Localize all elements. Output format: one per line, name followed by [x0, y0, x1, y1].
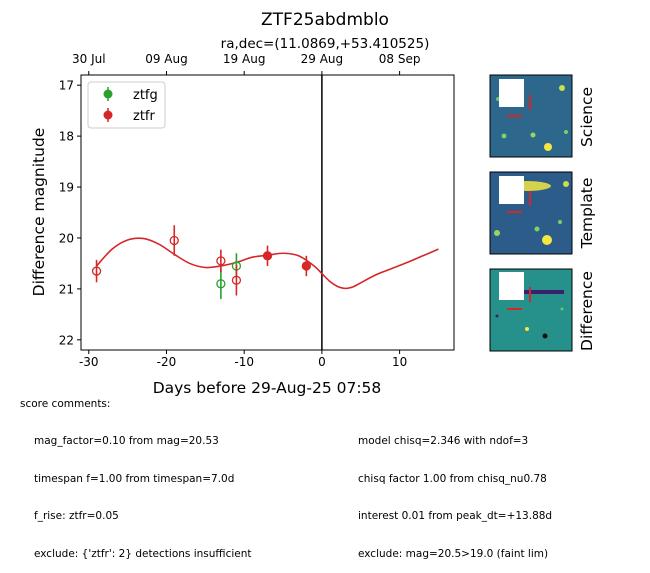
plot-area	[80, 74, 455, 351]
legend: ztfg ztfr	[87, 81, 166, 129]
x-tick-label: 10	[392, 355, 407, 369]
x-axis-label: Days before 29-Aug-25 07:58	[153, 379, 382, 397]
score-comment-line: exclude: mag=20.5>19.0 (faint lim)	[358, 547, 549, 560]
score-comment-line: mag_factor=0.10 from mag=20.53	[34, 435, 219, 447]
chart-title: ZTF25abdmblo	[261, 10, 389, 30]
cutout-label-science: Science	[578, 87, 596, 147]
score-comments-header: score comments:	[20, 398, 111, 410]
legend-entry-ztfr: ztfr	[103, 108, 155, 124]
x-tick-label: -30	[79, 355, 99, 369]
legend-marker-ztfg	[103, 89, 113, 99]
data-point-ztfg	[216, 279, 226, 289]
score-comment-line: chisq factor 1.00 from chisq_nu0.78	[358, 472, 547, 485]
data-point-ztfr	[301, 261, 312, 271]
y-tick-label: 22	[59, 333, 74, 347]
x-tick-label: -10	[234, 355, 254, 369]
cutout-difference-image	[490, 269, 572, 351]
x-tick-label: 0	[318, 355, 326, 369]
top-tick-label: 29 Aug	[301, 52, 344, 66]
top-tick-label: 30 Jul	[72, 52, 106, 66]
data-point-ztfr	[91, 266, 102, 276]
data-point-ztfr	[216, 256, 226, 266]
y-tick-label: 20	[59, 231, 74, 245]
axis-ticks: -30 -20 -10 0 10 30 Jul 09 Aug 19 Aug 29 Aug 08 S…	[59, 52, 421, 369]
data-points-layer	[91, 225, 312, 300]
score-comment-line: f_rise: ztfr=0.05	[34, 510, 119, 522]
y-tick-label: 21	[59, 282, 74, 296]
score-comment-line: exclude: {'ztfr': 2} detections insuffic…	[34, 547, 252, 560]
legend-marker-ztfr	[103, 110, 113, 120]
model-curve-layer	[95, 237, 439, 290]
cutout-science-image	[490, 75, 572, 157]
y-axis-label: Difference magnitude	[30, 128, 48, 297]
data-point-ztfr	[231, 275, 242, 285]
y-tick-label: 19	[59, 181, 74, 195]
legend-label-ztfg: ztfg	[133, 88, 158, 103]
score-comments-left: mag_factor=0.10 from mag=20.53 timespan …	[34, 410, 252, 573]
cutout-label-template: Template	[578, 178, 596, 250]
y-tick-label: 18	[59, 130, 74, 144]
cutout-template-image	[490, 172, 572, 254]
score-comment-line: interest 0.01 from peak_dt=+13.88d	[358, 510, 553, 522]
score-comments-right: model chisq=2.346 with ndof=3 chisq fact…	[358, 410, 552, 573]
top-tick-label: 19 Aug	[223, 52, 266, 66]
score-comment-line: model chisq=2.346 with ndof=3	[358, 435, 529, 447]
chart-subtitle: ra,dec=(11.0869,+53.410525)	[221, 36, 430, 52]
model-curve	[95, 237, 439, 290]
x-tick-label: -20	[157, 355, 177, 369]
legend-label-ztfr: ztfr	[133, 109, 155, 124]
top-tick-label: 08 Sep	[379, 52, 421, 66]
cutout-label-difference: Difference	[578, 271, 596, 351]
data-point-ztfr	[169, 235, 179, 246]
score-comment-line: timespan f=1.00 from timespan=7.0d	[34, 472, 235, 485]
top-tick-label: 09 Aug	[145, 52, 188, 66]
y-tick-label: 17	[59, 79, 74, 93]
legend-entry-ztfg: ztfg	[103, 87, 158, 103]
data-point-ztfr	[262, 251, 273, 261]
